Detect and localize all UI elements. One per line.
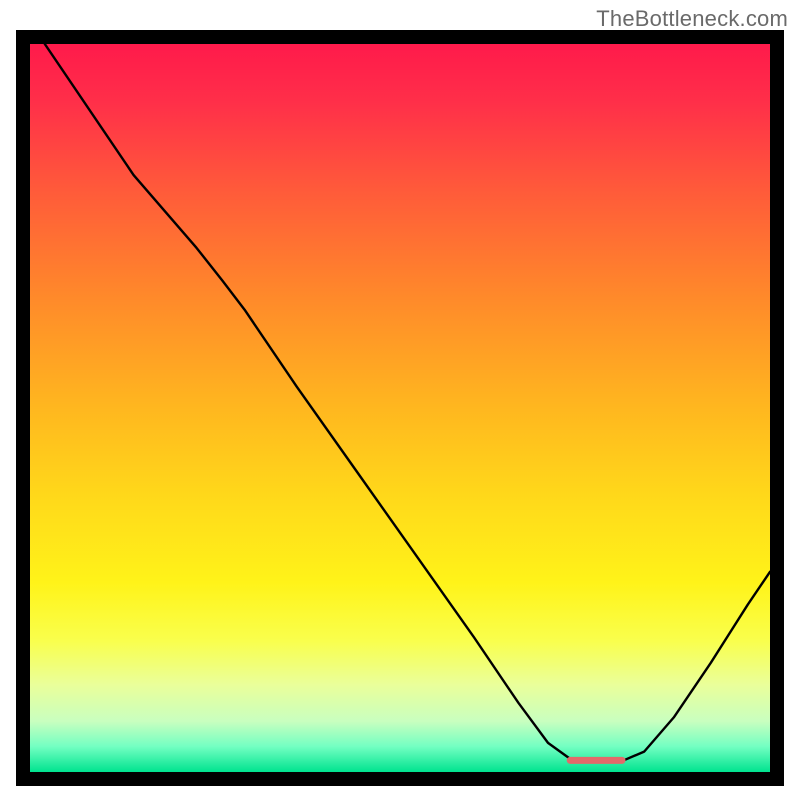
watermark-text: TheBottleneck.com <box>596 6 788 32</box>
plot-background <box>30 44 770 772</box>
plot-svg <box>30 44 770 772</box>
plot-border <box>16 30 784 786</box>
chart-frame: TheBottleneck.com <box>0 0 800 800</box>
plot-area <box>30 44 770 772</box>
